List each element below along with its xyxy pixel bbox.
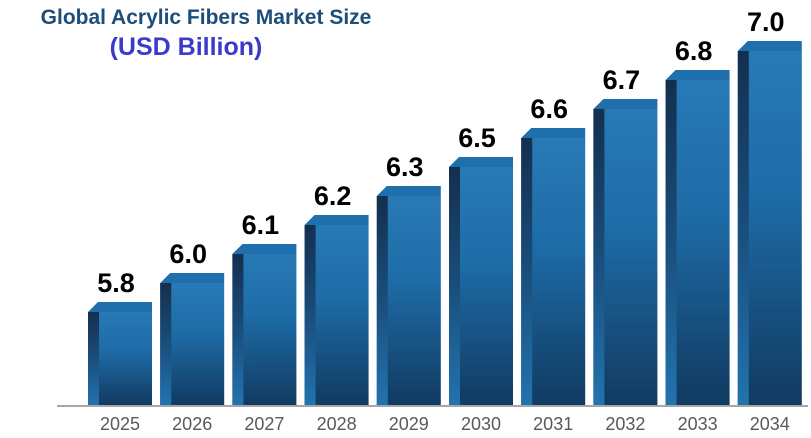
bar-series <box>88 41 802 406</box>
axis-and-value-labels: 5.8 2025 6.0 2026 6.1 2027 6.2 2028 6.3 2029 6.5 20… <box>97 7 790 434</box>
bar-2034 <box>737 41 802 406</box>
value-label-2032: 6.7 <box>603 65 641 95</box>
bar-2027 <box>232 244 297 406</box>
value-label-2033: 6.8 <box>675 36 713 66</box>
value-label-2029: 6.3 <box>386 152 424 182</box>
x-tick-2033: 2033 <box>678 414 718 434</box>
bar-2030 <box>449 157 513 406</box>
value-label-2025: 5.8 <box>97 268 135 298</box>
bar-2028 <box>304 215 369 406</box>
x-tick-2028: 2028 <box>317 414 357 434</box>
value-label-2034: 7.0 <box>747 7 785 37</box>
bar-2025 <box>88 302 152 406</box>
x-tick-2034: 2034 <box>750 414 790 434</box>
x-tick-2032: 2032 <box>605 414 645 434</box>
x-tick-2031: 2031 <box>533 414 573 434</box>
bar-2026 <box>160 273 225 406</box>
x-tick-2026: 2026 <box>172 414 212 434</box>
x-tick-2030: 2030 <box>461 414 501 434</box>
chart-title: Global Acrylic Fibers Market Size <box>40 6 372 29</box>
x-tick-2027: 2027 <box>244 414 284 434</box>
x-tick-2029: 2029 <box>389 414 429 434</box>
value-label-2027: 6.1 <box>242 210 280 240</box>
bar-2033 <box>665 70 730 406</box>
value-label-2031: 6.6 <box>530 94 568 124</box>
value-label-2028: 6.2 <box>314 181 352 211</box>
bar-2032 <box>593 99 658 406</box>
bar-2031 <box>521 128 586 406</box>
value-label-2030: 6.5 <box>458 123 496 153</box>
chart-subtitle: (USD Billion) <box>109 33 263 61</box>
x-tick-2025: 2025 <box>100 414 140 434</box>
bar-2029 <box>376 186 441 406</box>
value-label-2026: 6.0 <box>169 239 207 269</box>
